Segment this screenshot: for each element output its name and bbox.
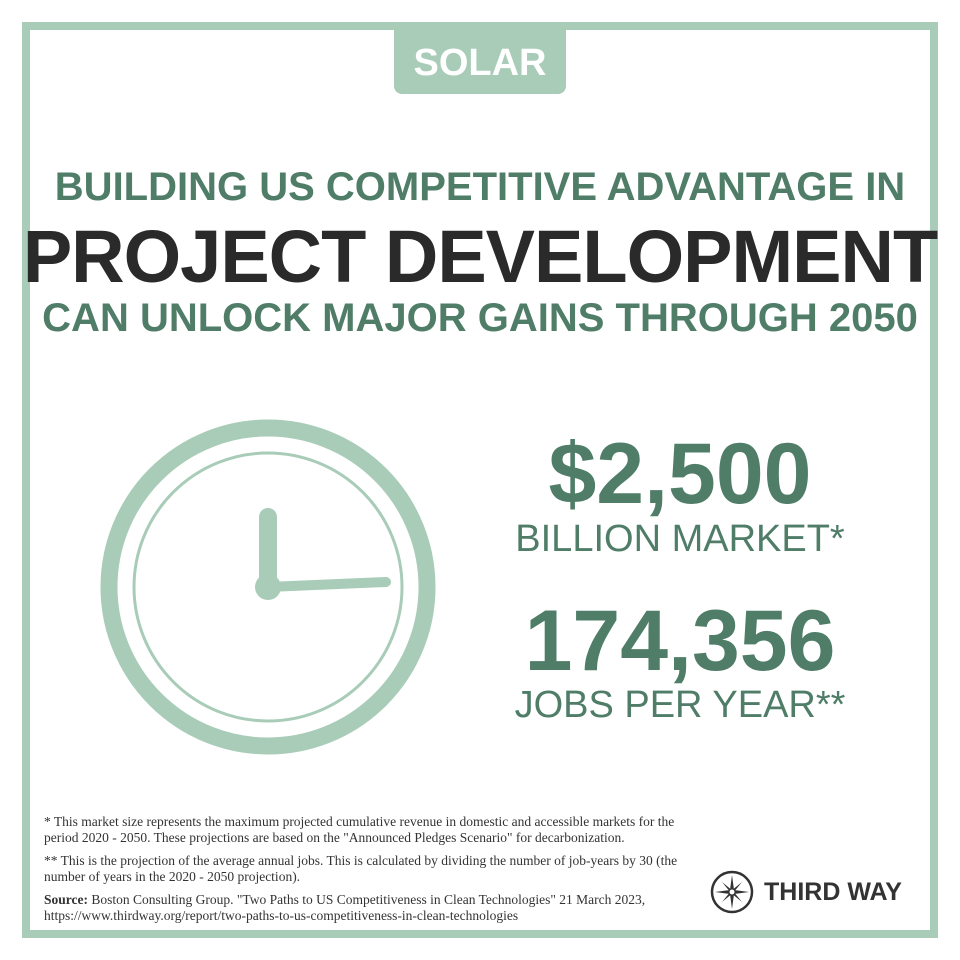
jobs-label: JOBS PER YEAR**	[514, 684, 846, 726]
source-citation: Source: Boston Consulting Group. "Two Pa…	[44, 892, 704, 924]
market-value: $2,500	[548, 426, 812, 522]
logo-text: THIRD WAY	[764, 877, 902, 906]
headline-line-3: CAN UNLOCK MAJOR GAINS THROUGH 2050	[42, 296, 918, 340]
jobs-value: 174,356	[524, 593, 836, 689]
source-text: Boston Consulting Group. "Two Paths to U…	[44, 892, 646, 923]
clock-icon	[100, 419, 436, 755]
third-way-logo: THIRD WAY	[710, 870, 902, 914]
market-label: BILLION MARKET*	[515, 518, 845, 560]
footnote-market: * This market size represents the maximu…	[44, 814, 675, 845]
footnotes: * This market size represents the maximu…	[44, 814, 704, 931]
source-label: Source:	[44, 892, 88, 907]
headline-line-2: PROJECT DEVELOPMENT	[22, 215, 938, 298]
headline-line-1: BUILDING US COMPETITIVE ADVANTAGE IN	[54, 165, 906, 209]
category-tag: SOLAR	[394, 28, 566, 94]
footnote-jobs: ** This is the projection of the average…	[44, 853, 678, 884]
border-frame	[22, 22, 938, 938]
compass-icon	[710, 870, 754, 914]
